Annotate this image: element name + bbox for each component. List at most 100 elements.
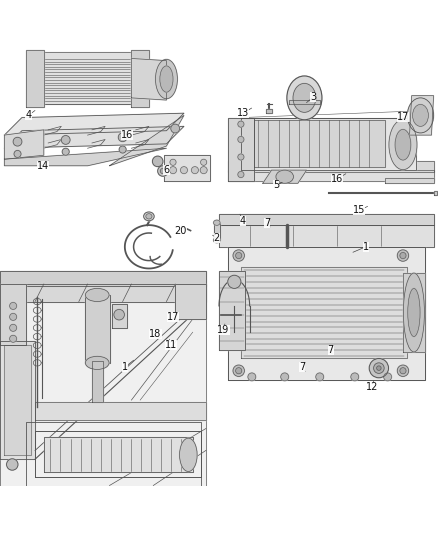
- Ellipse shape: [155, 59, 177, 99]
- Ellipse shape: [403, 273, 424, 352]
- Text: 7: 7: [264, 217, 270, 228]
- Polygon shape: [0, 271, 206, 286]
- Circle shape: [119, 146, 126, 153]
- Circle shape: [114, 310, 124, 320]
- Circle shape: [236, 368, 242, 374]
- Circle shape: [374, 363, 384, 374]
- Polygon shape: [410, 96, 434, 135]
- Text: 2: 2: [214, 233, 220, 243]
- Circle shape: [10, 335, 17, 342]
- Polygon shape: [4, 345, 31, 455]
- Circle shape: [377, 366, 381, 370]
- Ellipse shape: [85, 288, 109, 302]
- Polygon shape: [289, 100, 320, 104]
- Circle shape: [236, 253, 242, 259]
- Polygon shape: [385, 178, 434, 183]
- Circle shape: [118, 133, 127, 142]
- Polygon shape: [219, 214, 434, 225]
- Circle shape: [14, 150, 21, 157]
- Ellipse shape: [85, 356, 109, 369]
- Polygon shape: [4, 130, 44, 159]
- Polygon shape: [4, 126, 184, 148]
- Ellipse shape: [214, 238, 220, 243]
- Circle shape: [201, 159, 207, 165]
- Circle shape: [10, 302, 17, 310]
- Text: 15: 15: [353, 205, 365, 215]
- Text: 12: 12: [366, 382, 378, 392]
- Ellipse shape: [180, 438, 197, 472]
- Text: 6: 6: [163, 165, 170, 175]
- Polygon shape: [219, 225, 434, 247]
- Circle shape: [180, 167, 187, 174]
- Polygon shape: [175, 284, 206, 319]
- Circle shape: [7, 459, 18, 470]
- Polygon shape: [4, 148, 166, 166]
- Polygon shape: [263, 170, 307, 183]
- Circle shape: [228, 275, 241, 288]
- Ellipse shape: [144, 212, 154, 221]
- Text: 20: 20: [175, 225, 187, 236]
- Polygon shape: [4, 113, 184, 135]
- Circle shape: [238, 136, 244, 142]
- Polygon shape: [131, 59, 166, 100]
- Circle shape: [400, 253, 406, 259]
- Polygon shape: [241, 266, 407, 359]
- Circle shape: [152, 156, 163, 167]
- Ellipse shape: [276, 170, 293, 183]
- Circle shape: [233, 365, 244, 376]
- Circle shape: [384, 373, 392, 381]
- Text: 4: 4: [25, 110, 32, 120]
- Circle shape: [62, 148, 69, 155]
- Polygon shape: [0, 271, 206, 486]
- Circle shape: [316, 373, 324, 381]
- Ellipse shape: [160, 66, 173, 92]
- Polygon shape: [35, 402, 206, 420]
- Polygon shape: [228, 161, 434, 172]
- Polygon shape: [254, 120, 385, 167]
- Ellipse shape: [293, 84, 316, 112]
- Polygon shape: [228, 247, 425, 381]
- Text: 17: 17: [397, 112, 409, 122]
- Circle shape: [233, 250, 244, 261]
- Circle shape: [170, 167, 177, 174]
- Polygon shape: [403, 273, 425, 352]
- Polygon shape: [44, 437, 193, 472]
- Ellipse shape: [146, 214, 152, 219]
- Polygon shape: [214, 223, 220, 240]
- Circle shape: [400, 368, 406, 374]
- Polygon shape: [219, 271, 245, 350]
- Circle shape: [160, 168, 166, 174]
- Polygon shape: [92, 361, 103, 402]
- Text: 16: 16: [121, 130, 133, 140]
- Text: 13: 13: [237, 108, 249, 118]
- Text: 19: 19: [217, 325, 230, 335]
- Circle shape: [397, 365, 409, 376]
- Circle shape: [238, 154, 244, 160]
- Circle shape: [10, 324, 17, 332]
- Polygon shape: [35, 52, 140, 104]
- Text: 4: 4: [240, 215, 246, 225]
- Polygon shape: [228, 170, 434, 181]
- Polygon shape: [112, 304, 127, 328]
- Polygon shape: [0, 284, 26, 345]
- Circle shape: [238, 121, 244, 127]
- Text: 7: 7: [299, 362, 305, 372]
- Ellipse shape: [287, 76, 322, 120]
- Circle shape: [158, 166, 168, 176]
- Polygon shape: [266, 109, 272, 113]
- Text: 16: 16: [331, 174, 343, 184]
- Text: 1: 1: [363, 242, 369, 252]
- Circle shape: [248, 373, 256, 381]
- Text: 17: 17: [167, 312, 179, 322]
- Circle shape: [238, 172, 244, 177]
- Polygon shape: [0, 341, 35, 459]
- Circle shape: [200, 167, 207, 174]
- Text: 1: 1: [122, 362, 128, 372]
- Ellipse shape: [214, 220, 220, 225]
- Polygon shape: [9, 284, 206, 302]
- Circle shape: [61, 135, 70, 144]
- Circle shape: [170, 159, 176, 165]
- Polygon shape: [110, 115, 184, 166]
- Text: 14: 14: [37, 161, 49, 171]
- Circle shape: [351, 373, 359, 381]
